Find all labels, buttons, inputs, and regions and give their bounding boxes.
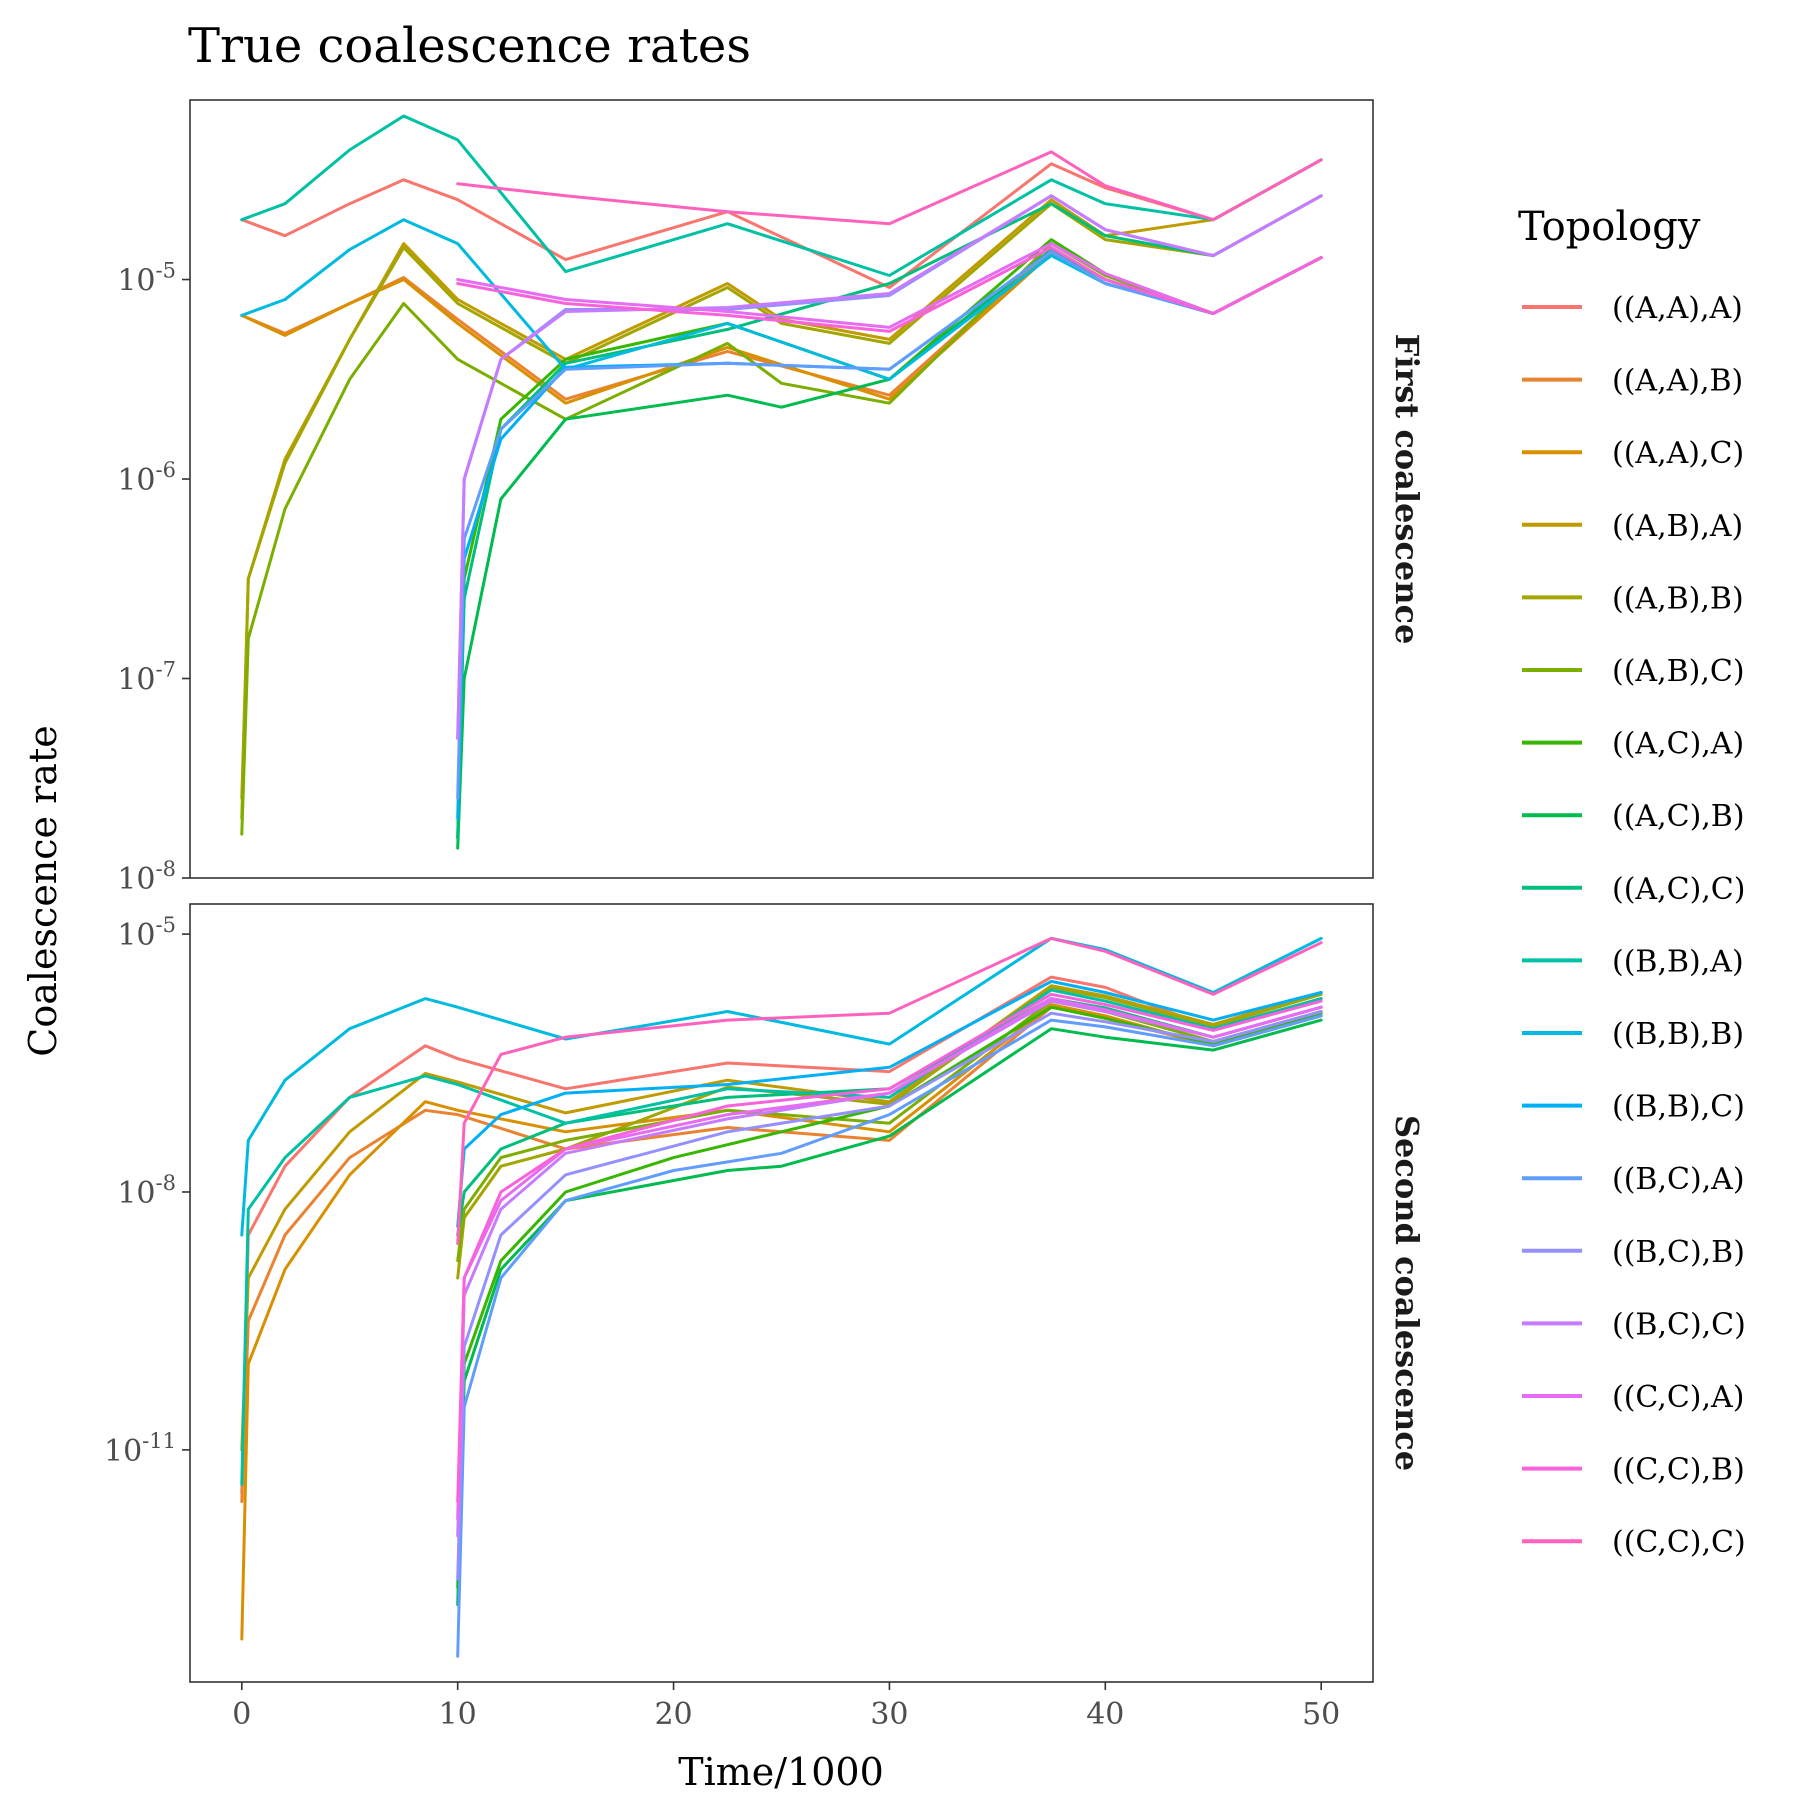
x-tick-label-4: 40 [1086, 1697, 1124, 1732]
series-line-p1-3 [240, 158, 1323, 800]
legend-label-10: ((B,B),B) [1612, 1017, 1744, 1052]
series-line-p1-9 [240, 114, 1323, 277]
series-line-p1-6 [456, 238, 1323, 840]
legend-label-3: ((A,B),A) [1612, 509, 1743, 544]
series-line-p1-17 [456, 150, 1323, 226]
panel-second-coalescence: 10-5 10-8 10-11 Second coalescence [104, 903, 1426, 1683]
y-tick-label-p1-2: 10-7 [117, 658, 176, 698]
legend: Topology ((A,A),A)((A,A),B)((A,A),C)((A,… [1518, 204, 1746, 1560]
series-line-p2-15 [456, 997, 1323, 1521]
legend-label-12: ((B,C),A) [1612, 1162, 1745, 1197]
y-axis-title: Coalescence rate [21, 725, 65, 1056]
series-line-p1-16 [456, 246, 1323, 333]
series-line-p2-13 [456, 1010, 1323, 1581]
y-tick-label-p2-1: 10-8 [117, 1171, 176, 1211]
series-group-second [240, 936, 1323, 1658]
legend-label-2: ((A,A),C) [1612, 436, 1744, 471]
series-group-first [240, 114, 1323, 850]
series-line-p1-12 [456, 250, 1323, 800]
y-axis-second: 10-5 10-8 10-11 [104, 913, 190, 1469]
series-line-p1-0 [240, 158, 1323, 289]
y-axis-first: 10-5 10-6 10-7 10-8 [117, 259, 190, 897]
x-tick-label-1: 10 [439, 1697, 477, 1732]
legend-label-5: ((A,B),C) [1612, 654, 1745, 689]
legend-label-8: ((A,C),C) [1612, 872, 1745, 907]
legend-label-15: ((C,C),A) [1612, 1380, 1744, 1415]
legend-label-4: ((A,B),B) [1612, 581, 1744, 616]
series-line-p1-4 [240, 194, 1323, 820]
series-line-p1-15 [456, 242, 1323, 329]
x-tick-label-3: 30 [870, 1697, 908, 1732]
legend-label-14: ((B,C),C) [1612, 1307, 1746, 1342]
legend-label-16: ((C,C),B) [1612, 1453, 1745, 1488]
series-line-p2-17 [456, 936, 1323, 1246]
legend-label-9: ((B,B),A) [1612, 944, 1744, 979]
y-tick-label-p2-2: 10-11 [104, 1429, 176, 1469]
legend-label-1: ((A,A),B) [1612, 364, 1743, 399]
series-line-p2-9 [240, 988, 1323, 1486]
series-line-p2-7 [456, 1018, 1323, 1607]
y-tick-label-p2-0: 10-5 [117, 913, 176, 953]
legend-label-0: ((A,A),A) [1612, 291, 1743, 326]
x-axis: 0 10 20 30 40 50 [232, 1682, 1340, 1732]
chart-title: True coalescence rates [188, 18, 751, 74]
y-tick-label-p1-3: 10-8 [117, 857, 176, 897]
series-line-p1-13 [456, 194, 1323, 740]
x-axis-title: Time/1000 [678, 1750, 884, 1794]
series-line-p2-12 [456, 1014, 1323, 1658]
y-tick-label-p1-1: 10-6 [117, 458, 176, 498]
series-line-p1-5 [240, 242, 1323, 836]
series-line-p1-14 [456, 194, 1323, 740]
series-line-p2-16 [456, 992, 1323, 1503]
strip-label-second: Second coalescence [1388, 1115, 1426, 1471]
legend-title: Topology [1518, 204, 1701, 250]
panel-frame-first [189, 99, 1374, 879]
legend-label-6: ((A,C),A) [1612, 727, 1744, 762]
series-line-p2-11 [456, 979, 1323, 1228]
panel-first-coalescence: 10-5 10-6 10-7 10-8 First coalescence [117, 99, 1426, 897]
series-line-p2-3 [240, 984, 1323, 1452]
legend-label-17: ((C,C),C) [1612, 1525, 1746, 1560]
y-tick-label-p1-0: 10-5 [117, 259, 176, 299]
series-line-p2-0 [240, 975, 1323, 1495]
series-line-p2-5 [456, 999, 1323, 1263]
x-tick-label-0: 0 [232, 1697, 251, 1732]
series-line-p1-11 [456, 250, 1323, 820]
series-line-p2-10 [240, 936, 1323, 1237]
series-line-p2-14 [456, 999, 1323, 1538]
legend-items: ((A,A),A) ((A,A),B) ((A,A),C) ((A,B),A) ((A,… [1522, 291, 1746, 1560]
legend-label-7: ((A,C),B) [1612, 799, 1745, 834]
legend-label-11: ((B,B),C) [1612, 1090, 1745, 1125]
panel-frame-second [189, 903, 1374, 1683]
x-tick-label-2: 20 [654, 1697, 692, 1732]
strip-label-first: First coalescence [1388, 334, 1426, 645]
series-line-p2-2 [240, 1003, 1323, 1641]
series-line-p2-4 [456, 985, 1323, 1280]
legend-label-13: ((B,C),B) [1612, 1235, 1745, 1270]
x-tick-label-5: 50 [1302, 1697, 1340, 1732]
series-line-p1-8 [456, 194, 1323, 840]
